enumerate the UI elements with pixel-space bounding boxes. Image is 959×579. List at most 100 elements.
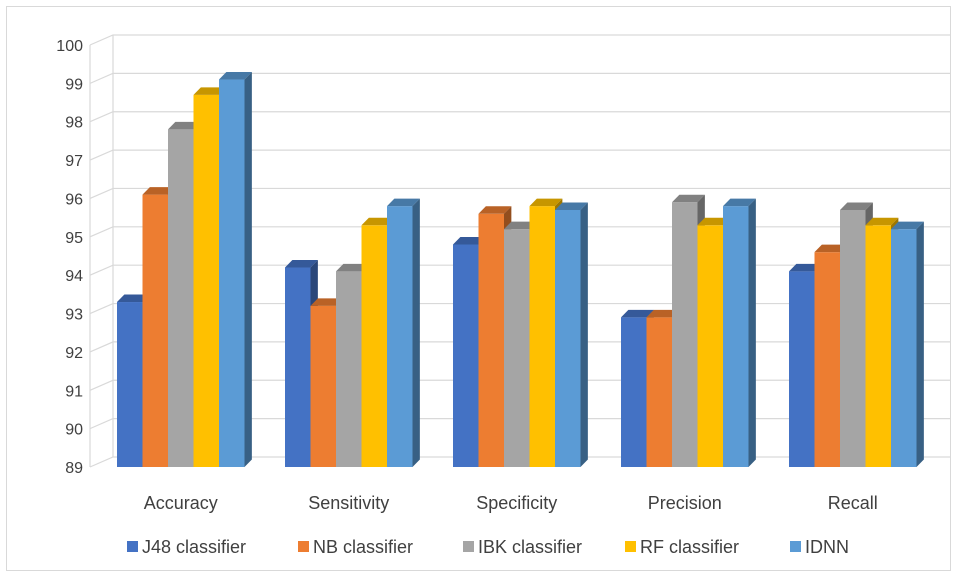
- legend-swatch: [790, 541, 801, 552]
- bar-top: [529, 198, 563, 207]
- y-tick-label: 91: [65, 383, 83, 400]
- legend-swatch: [625, 541, 636, 552]
- x-tick-label: Recall: [828, 493, 878, 513]
- legend-item: J48 classifier: [127, 537, 246, 557]
- bar-top: [555, 202, 588, 210]
- legend-label: J48 classifier: [142, 537, 246, 557]
- bar-front: [814, 252, 840, 467]
- y-tick-label: 98: [65, 115, 83, 132]
- bar-front: [646, 317, 672, 467]
- bar-top: [672, 194, 705, 203]
- y-tick-label: 95: [65, 230, 83, 247]
- legend-swatch: [298, 541, 309, 552]
- bar-top: [865, 217, 899, 226]
- legend-label: IDNN: [805, 537, 849, 557]
- bar-top: [723, 198, 756, 207]
- bar-front: [672, 202, 698, 468]
- bar-front: [219, 79, 245, 467]
- gridline: [89, 34, 950, 46]
- bar: [723, 198, 756, 468]
- bar-top: [117, 294, 150, 303]
- bar-top: [168, 121, 201, 130]
- bar-top: [285, 260, 318, 268]
- y-tick-label: 89: [65, 460, 83, 477]
- bar-front: [697, 225, 723, 467]
- bar-top: [219, 72, 252, 80]
- legend-swatch: [463, 541, 474, 552]
- bar-front: [361, 225, 387, 467]
- bar-side: [916, 221, 924, 467]
- y-tick-label: 100: [56, 38, 83, 55]
- bar-side: [244, 72, 252, 467]
- legend-item: IDNN: [790, 537, 849, 557]
- x-tick-label: Sensitivity: [308, 493, 389, 513]
- bar-front: [865, 225, 891, 467]
- bar-top: [697, 217, 731, 226]
- bar-top: [891, 221, 924, 230]
- bar-front: [504, 229, 530, 467]
- bars: [117, 72, 924, 468]
- bar-front: [387, 206, 413, 468]
- y-tick-label: 99: [65, 76, 83, 93]
- legend-item: RF classifier: [625, 537, 739, 557]
- bar-top: [789, 263, 822, 272]
- legend-label: IBK classifier: [478, 537, 582, 557]
- bar: [555, 202, 588, 468]
- bar-front: [891, 229, 917, 467]
- y-tick-label: 94: [65, 268, 83, 285]
- x-tick-label: Specificity: [476, 493, 557, 513]
- bar-top: [504, 221, 537, 230]
- y-axis-ticks: 89 90 91 92 93 94 95 96 97 98 99 100: [56, 38, 83, 477]
- legend-swatch: [127, 541, 138, 552]
- y-tick-label: 97: [65, 153, 83, 170]
- bar-side: [580, 202, 588, 468]
- bar: [219, 72, 252, 467]
- bar-top: [478, 206, 512, 214]
- legend-item: IBK classifier: [463, 537, 582, 557]
- bar-top: [387, 198, 420, 207]
- bar-front: [117, 302, 143, 467]
- bar-front: [285, 267, 311, 467]
- bar: [387, 198, 420, 468]
- bar-top: [621, 309, 654, 318]
- bar-top: [814, 244, 848, 253]
- chart-border: [6, 6, 951, 571]
- y-tick-label: 90: [65, 422, 83, 439]
- bar-front: [336, 271, 362, 467]
- bar-top: [361, 217, 395, 226]
- x-axis-ticks: Accuracy Sensitivity Specificity Precision R…: [144, 493, 878, 513]
- bar-top: [453, 236, 486, 245]
- bar-top: [142, 187, 176, 195]
- bar-side: [412, 198, 420, 468]
- y-tick-label: 92: [65, 345, 83, 362]
- bar-front: [193, 94, 219, 467]
- bar-front: [168, 129, 194, 467]
- bar-front: [478, 213, 504, 467]
- bar-top: [310, 298, 344, 306]
- legend-label: RF classifier: [640, 537, 739, 557]
- bar-front: [529, 206, 555, 468]
- bar-top: [840, 202, 873, 210]
- bar-top: [193, 87, 227, 95]
- legend-label: NB classifier: [313, 537, 413, 557]
- bar-front: [621, 317, 647, 467]
- bar: [891, 221, 924, 467]
- bar-front: [555, 209, 581, 468]
- x-tick-label: Precision: [648, 493, 722, 513]
- bar-top: [336, 263, 369, 272]
- bar-front: [453, 244, 479, 467]
- bar-front: [142, 194, 168, 468]
- bar-front: [723, 206, 749, 468]
- bar-side: [748, 198, 756, 468]
- y-tick-label: 93: [65, 307, 83, 324]
- bar-front: [310, 305, 336, 467]
- x-tick-label: Accuracy: [144, 493, 218, 513]
- bar-top: [646, 309, 680, 318]
- bar-front: [789, 271, 815, 467]
- y-tick-label: 96: [65, 191, 83, 208]
- legend-item: NB classifier: [298, 537, 413, 557]
- bar-front: [840, 209, 866, 468]
- legend: J48 classifier NB classifier IBK classifie…: [127, 537, 849, 557]
